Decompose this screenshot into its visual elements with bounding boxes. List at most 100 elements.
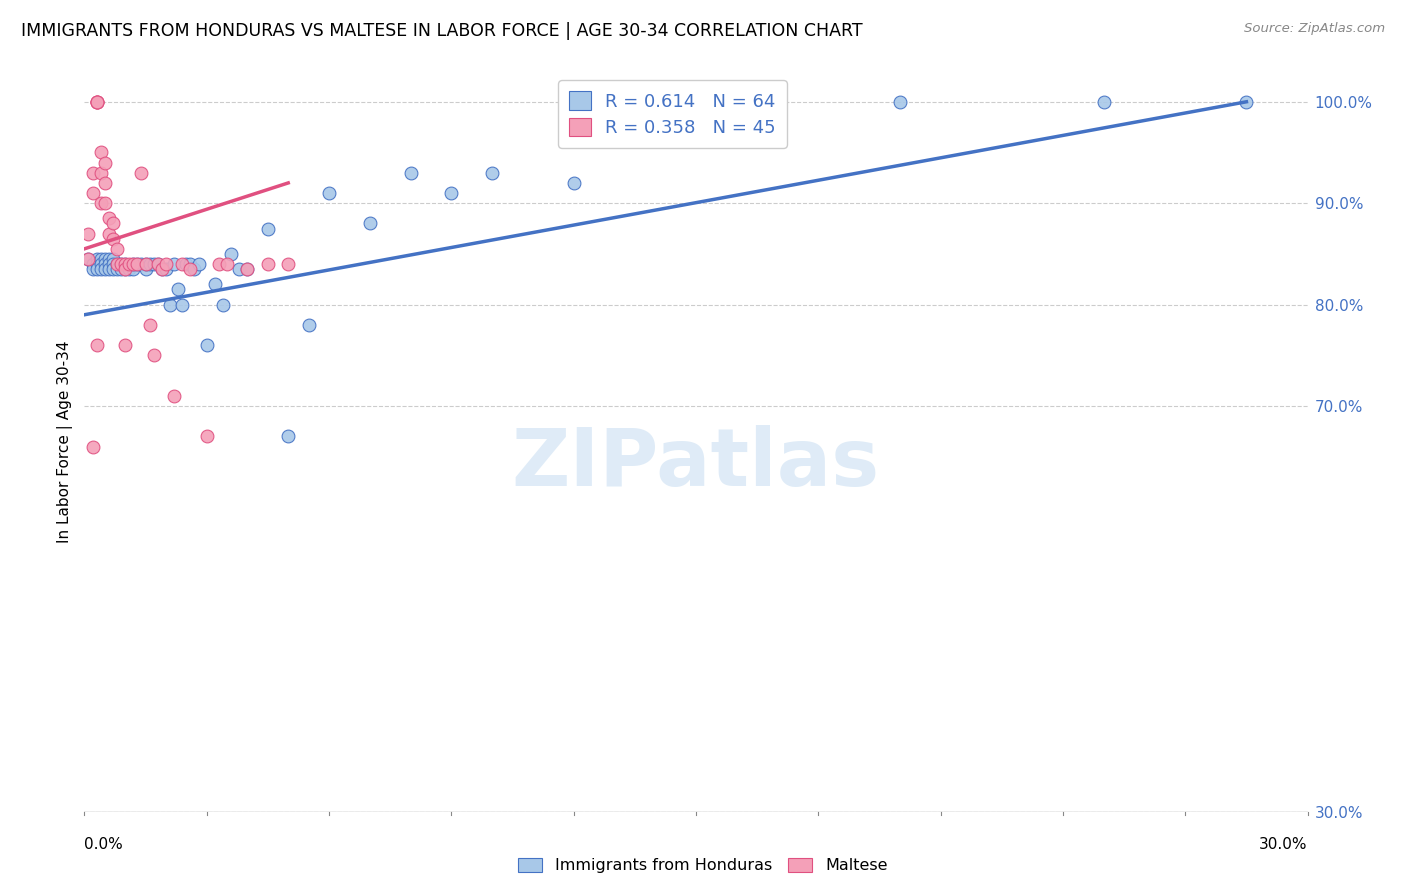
Point [179,257,201,271]
Point [150,262,173,277]
Point [122,257,145,271]
Point [644,95,666,109]
Point [86,252,108,266]
Point [440,186,463,200]
Point [77,252,100,266]
Point [90,145,112,160]
Point [195,429,218,443]
Point [1092,95,1115,109]
Point [93,252,115,266]
Point [82,166,104,180]
Point [82,440,104,454]
Point [93,176,115,190]
Point [155,257,177,271]
Point [118,262,141,277]
Point [131,257,153,271]
Point [122,257,145,271]
Point [172,257,194,271]
Point [114,262,136,277]
Point [212,298,235,312]
Point [217,257,239,271]
Point [359,217,381,231]
Point [183,262,205,277]
Point [86,257,108,271]
Point [114,257,136,271]
Point [318,186,340,200]
Point [399,166,422,180]
Text: Source: ZipAtlas.com: Source: ZipAtlas.com [1244,22,1385,36]
Point [146,257,169,271]
Point [77,252,100,266]
Point [86,95,108,109]
Point [159,298,181,312]
Point [163,389,186,403]
Point [101,257,124,271]
Point [105,257,128,271]
Point [82,262,104,277]
Point [86,95,108,109]
Point [97,262,120,277]
Legend: Immigrants from Honduras, Maltese: Immigrants from Honduras, Maltese [512,851,894,880]
Point [135,257,157,271]
Point [93,262,115,277]
Point [93,196,115,211]
Point [105,262,128,277]
Point [127,257,149,271]
Point [135,257,157,271]
Point [105,257,128,271]
Point [135,262,157,277]
Point [138,318,160,332]
Point [725,95,748,109]
Point [208,257,231,271]
Point [167,282,190,296]
Point [114,338,136,352]
Point [101,262,124,277]
Point [236,262,259,277]
Point [298,318,321,332]
Text: 0.0%: 0.0% [84,837,124,852]
Point [101,232,124,246]
Point [150,262,173,277]
Point [277,257,299,271]
Point [90,196,112,211]
Point [174,257,197,271]
Point [179,262,201,277]
Point [228,262,250,277]
Text: IMMIGRANTS FROM HONDURAS VS MALTESE IN LABOR FORCE | AGE 30-34 CORRELATION CHART: IMMIGRANTS FROM HONDURAS VS MALTESE IN L… [21,22,863,40]
Point [277,429,299,443]
Point [187,257,209,271]
Point [219,247,242,261]
Point [97,227,120,241]
Point [257,221,280,235]
Point [114,262,136,277]
Point [122,262,145,277]
Legend: R = 0.614   N = 64, R = 0.358   N = 45: R = 0.614 N = 64, R = 0.358 N = 45 [558,80,786,148]
Point [172,298,194,312]
Point [86,95,108,109]
Point [82,257,104,271]
Point [97,211,120,226]
Point [90,262,112,277]
Point [204,277,226,292]
Text: ZIPatlas: ZIPatlas [512,425,880,503]
Point [163,257,186,271]
Point [257,257,280,271]
Point [82,186,104,200]
Point [97,252,120,266]
Point [86,262,108,277]
Point [118,257,141,271]
Point [131,166,153,180]
Point [138,257,160,271]
Point [142,348,165,362]
Point [90,252,112,266]
Point [101,217,124,231]
Point [110,257,132,271]
Point [481,166,503,180]
Point [110,262,132,277]
Point [101,252,124,266]
Point [236,262,259,277]
Point [86,95,108,109]
Point [86,338,108,352]
Point [1236,95,1258,109]
Point [93,155,115,169]
